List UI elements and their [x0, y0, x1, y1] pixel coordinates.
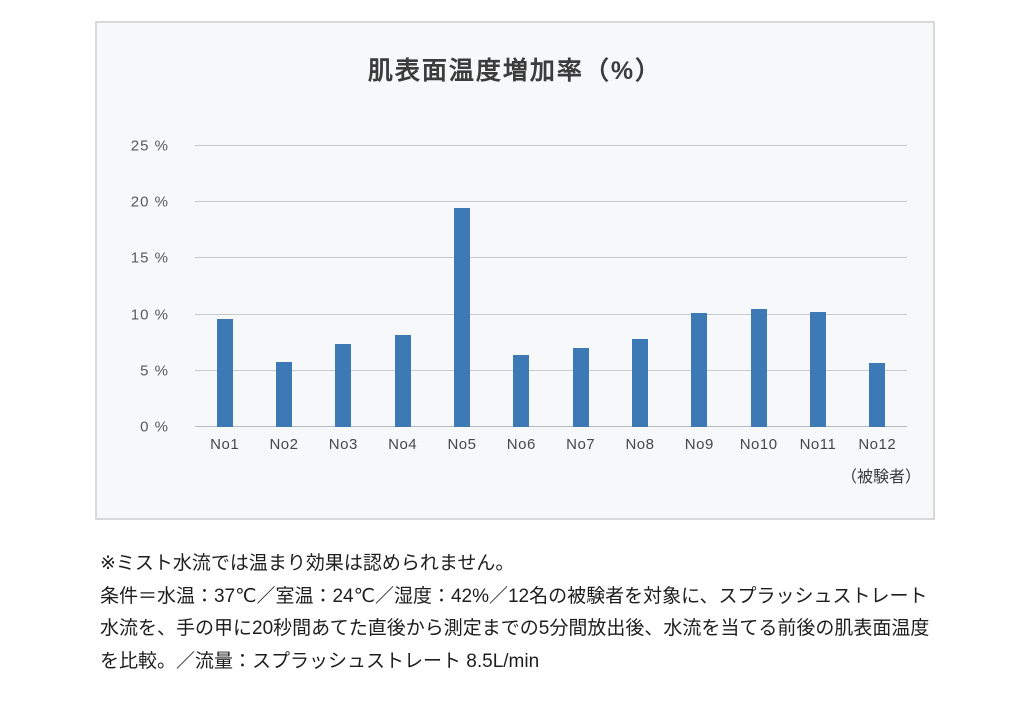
bar-No8	[631, 339, 648, 427]
x-tick-label: No5	[447, 436, 477, 453]
bar-slot	[195, 146, 254, 427]
bars-layer	[195, 146, 907, 427]
x-tick-label: No3	[328, 436, 358, 453]
bar-No6	[513, 355, 530, 427]
bar-No4	[394, 334, 411, 427]
x-tick-label: No6	[506, 436, 536, 453]
gridline	[195, 201, 907, 203]
x-tick-label: No1	[210, 436, 240, 453]
bar-slot	[729, 146, 788, 427]
x-tick-label: No11	[799, 436, 837, 453]
bar-No11	[809, 312, 826, 427]
chart-panel: 肌表面温度増加率（%） 0 % 5 % 10 % 15 % 20 % 25 % No1 No…	[95, 21, 935, 520]
bar-slot	[492, 146, 551, 427]
gridline	[195, 257, 907, 259]
chart-title: 肌表面温度増加率（%）	[367, 57, 663, 85]
bar-No10	[750, 308, 767, 427]
bar-slot	[610, 146, 669, 427]
bar-slot	[254, 146, 313, 427]
x-tick-label: No8	[625, 436, 655, 453]
x-tick-label: No9	[684, 436, 714, 453]
gridline	[195, 426, 907, 427]
bar-No12	[869, 362, 886, 427]
bar-No1	[216, 319, 233, 427]
bar-No7	[572, 348, 589, 427]
x-tick-label: No7	[566, 436, 596, 453]
footnote: ※ミスト水流では温まり効果は認められません。 条件＝水温：37℃／室温：24℃／…	[100, 548, 932, 679]
bar-slot	[848, 146, 907, 427]
y-tick-label: 25 %	[130, 137, 169, 155]
x-axis-unit-label: （被験者）	[840, 469, 921, 486]
gridline	[195, 369, 907, 371]
x-tick-label: No10	[739, 436, 778, 453]
bar-slot	[432, 146, 491, 427]
bar-slot	[373, 146, 432, 427]
y-tick-label: 15 %	[130, 249, 169, 267]
x-axis: No1 No2 No3 No4 No5 No6 No7 No8 No9 No10 No11 No12	[195, 436, 907, 453]
bar-No2	[275, 361, 292, 427]
y-tick-label: 5 %	[140, 362, 169, 380]
bar-slot	[314, 146, 373, 427]
y-tick-label: 20 %	[130, 193, 169, 211]
bar-No9	[691, 313, 708, 427]
x-tick-label: No12	[858, 436, 897, 453]
bar-slot	[670, 146, 729, 427]
x-tick-label: No2	[269, 436, 299, 453]
y-tick-label: 10 %	[130, 306, 169, 324]
gridline	[195, 313, 907, 315]
bar-No3	[335, 343, 352, 427]
gridline	[195, 145, 907, 146]
x-tick-label: No4	[388, 436, 418, 453]
bar-slot	[551, 146, 610, 427]
footnote-disclaimer: ※ミスト水流では温まり効果は認められません。	[100, 553, 515, 574]
bar-No5	[453, 207, 470, 427]
bar-slot	[788, 146, 847, 427]
plot-area: 0 % 5 % 10 % 15 % 20 % 25 % No1 No2 No3 No4 No5 No…	[131, 138, 907, 453]
footnote-conditions: 条件＝水温：37℃／室温：24℃／湿度：42%／12名の被験者を対象に、スプラッ…	[100, 585, 930, 673]
y-tick-label: 0 %	[140, 418, 169, 436]
